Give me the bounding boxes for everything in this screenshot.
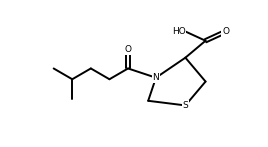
- Text: S: S: [183, 101, 188, 110]
- Text: O: O: [125, 45, 132, 55]
- Text: HO: HO: [172, 27, 185, 36]
- Text: N: N: [152, 73, 159, 82]
- Text: O: O: [222, 27, 229, 36]
